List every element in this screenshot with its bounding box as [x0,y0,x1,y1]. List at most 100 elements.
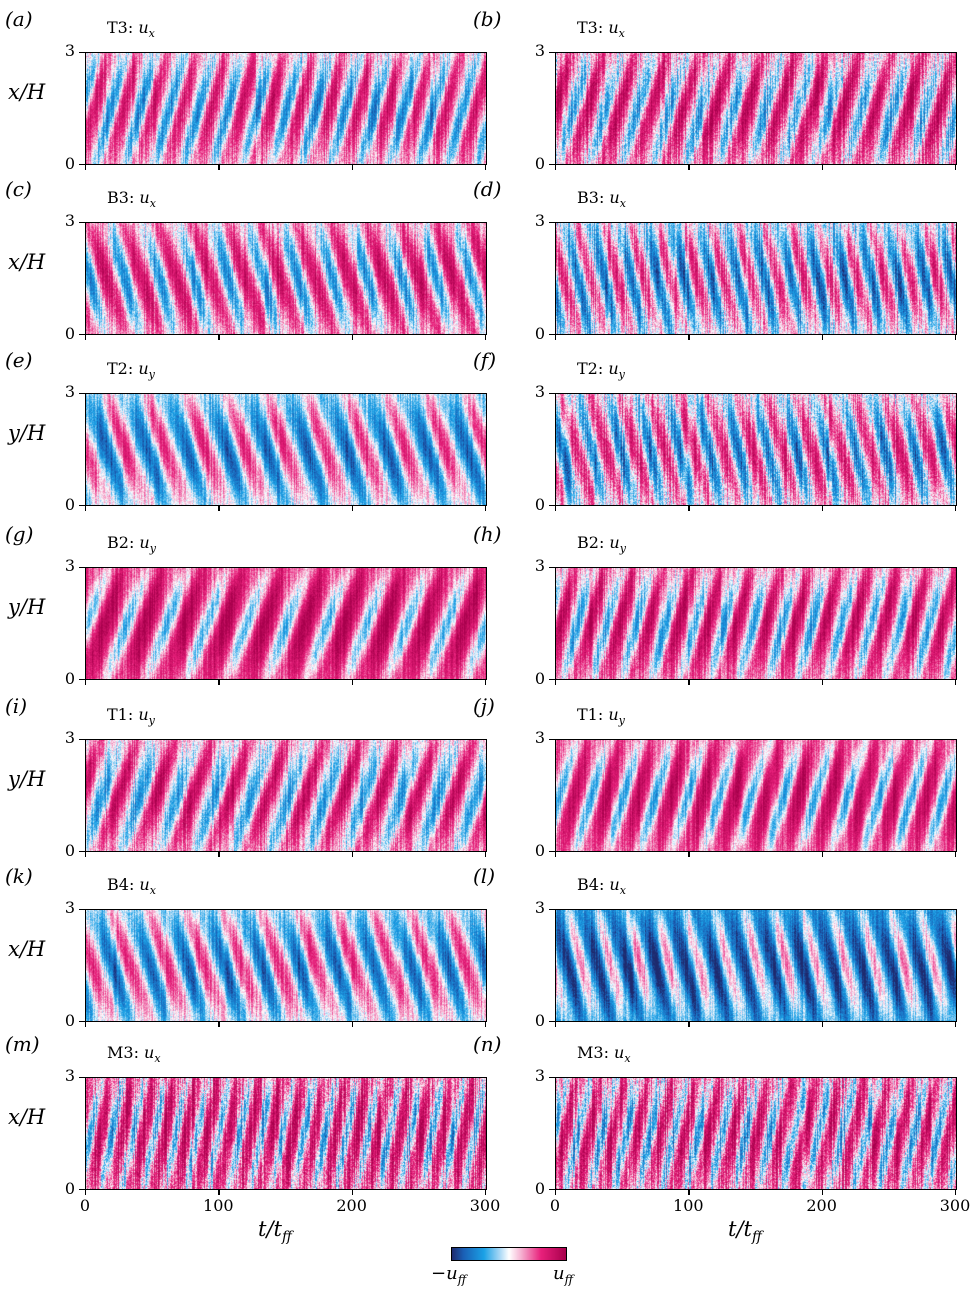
y-tick-mark [79,909,85,911]
heatmap-panel [85,567,487,680]
heatmap-image [556,740,956,851]
x-tick-mark [351,852,354,857]
heatmap-image [86,568,486,679]
y-tick-mark [79,222,85,224]
y-tick-label: 0 [534,324,545,343]
heatmap-panel [555,739,957,852]
heatmap-image [86,740,486,851]
y-tick-mark [549,164,555,166]
panel-title: M3: ux [107,1043,161,1066]
y-tick-label: 0 [534,495,545,514]
panel-title: B4: ux [577,875,626,898]
x-tick-mark [955,1190,957,1195]
panel-label: (i) [5,694,28,718]
y-tick-mark [79,505,85,507]
x-tick-mark [688,852,690,857]
panel-label: (k) [5,864,33,888]
x-tick-mark [85,680,87,685]
panel-label: (n) [473,1032,502,1056]
x-tick-label: 200 [806,1196,837,1215]
heatmap-panel [85,1077,487,1190]
x-tick-mark [821,1190,824,1195]
heatmap-image [86,223,486,334]
y-tick-label: 3 [64,382,75,401]
panel-title: T3: ux [107,18,155,41]
x-tick-mark [955,335,957,340]
panel-label: (g) [5,522,34,546]
y-tick-label: 0 [64,154,75,173]
x-tick-mark [218,506,220,511]
x-tick-label: 0 [79,1196,91,1215]
x-tick-label: 100 [203,1196,234,1215]
panel-title: B3: ux [107,188,156,211]
heatmap-image [86,1078,486,1189]
y-axis-label: y/H [8,421,46,445]
x-tick-mark [821,680,824,685]
x-tick-mark [555,1190,557,1195]
panel-title: B2: uy [107,533,156,556]
heatmap-panel [555,567,957,680]
x-tick-mark [955,1022,957,1027]
x-axis-label: t/tff [258,1217,292,1246]
x-tick-label: 300 [469,1196,501,1215]
x-tick-mark [218,1190,220,1195]
panel-title: T1: uy [107,705,155,728]
panel-label: (c) [5,177,32,201]
x-tick-mark [351,165,354,170]
x-tick-mark [688,1190,690,1195]
y-tick-mark [79,52,85,54]
x-tick-mark [218,1022,220,1027]
x-tick-mark [688,680,690,685]
y-tick-mark [79,1021,85,1023]
x-tick-mark [955,852,957,857]
y-tick-mark [549,505,555,507]
y-axis-label: y/H [8,595,46,619]
y-tick-label: 3 [64,41,75,60]
x-tick-mark [688,506,690,511]
x-tick-mark [85,1190,87,1195]
colorbar-min-label: −uff [431,1263,467,1287]
x-axis-label: t/tff [728,1217,762,1246]
y-tick-label: 0 [534,1179,545,1198]
panel-label: (j) [473,694,495,718]
heatmap-panel [555,222,957,335]
heatmap-panel [85,222,487,335]
x-tick-label: 100 [673,1196,704,1215]
x-tick-label: 200 [336,1196,367,1215]
x-tick-mark [955,680,957,685]
heatmap-image [556,223,956,334]
panel-title: T2: uy [107,359,155,382]
y-tick-label: 3 [64,728,75,747]
y-tick-label: 0 [534,841,545,860]
x-tick-mark [218,680,220,685]
heatmap-panel [85,393,487,506]
y-tick-label: 0 [534,154,545,173]
heatmap-panel [555,909,957,1022]
x-tick-mark [351,335,354,340]
x-tick-mark [688,165,690,170]
y-tick-label: 3 [64,556,75,575]
x-tick-mark [85,1022,87,1027]
y-tick-label: 3 [64,1066,75,1085]
x-tick-mark [218,852,220,857]
x-tick-mark [821,165,824,170]
x-tick-mark [351,506,354,511]
colorbar [451,1247,567,1261]
panel-label: (d) [473,177,502,201]
x-tick-mark [955,165,957,170]
y-tick-mark [79,567,85,569]
heatmap-panel [555,393,957,506]
heatmap-image [556,910,956,1021]
panel-label: (h) [473,522,502,546]
colorbar-max-label: uff [553,1263,574,1287]
y-tick-label: 3 [534,556,545,575]
x-tick-mark [555,1022,557,1027]
heatmap-panel [555,1077,957,1190]
heatmap-image [86,53,486,164]
heatmap-image [556,1078,956,1189]
y-tick-label: 3 [64,211,75,230]
panel-title: B2: uy [577,533,626,556]
heatmap-image [556,568,956,679]
y-tick-label: 3 [534,898,545,917]
y-tick-mark [549,1021,555,1023]
